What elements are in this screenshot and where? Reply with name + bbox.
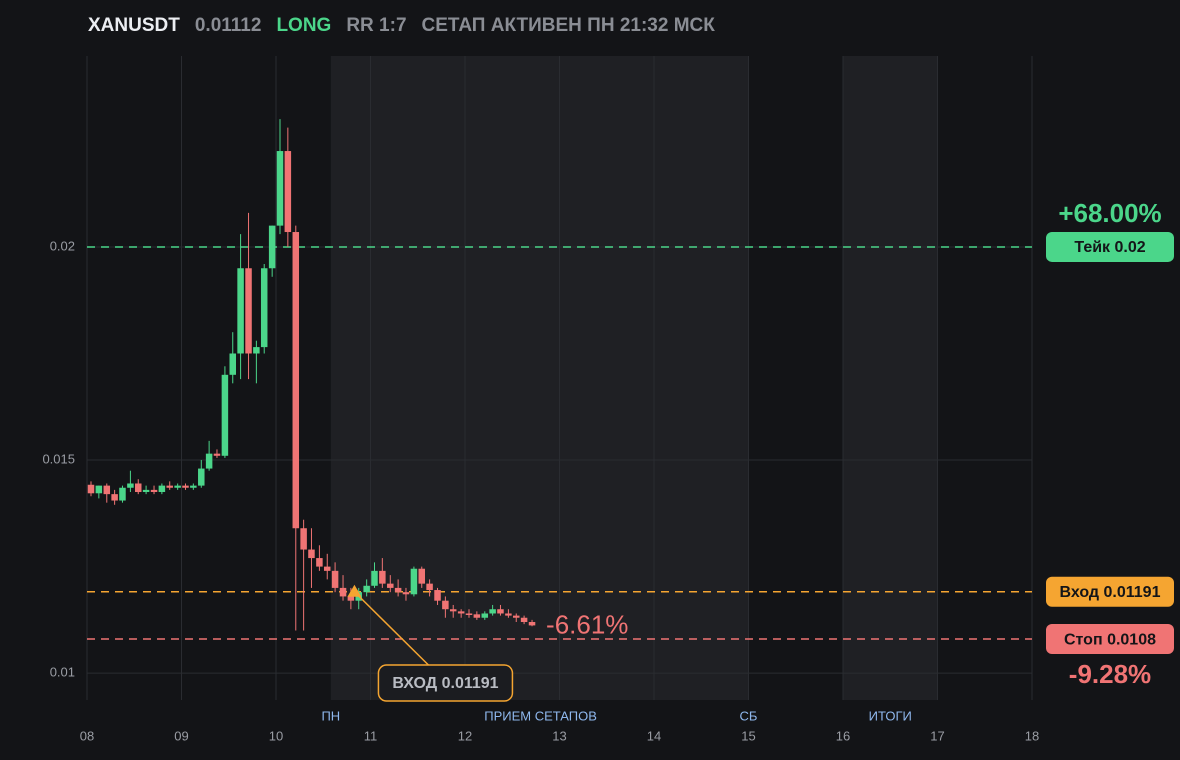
candle-body xyxy=(174,485,181,488)
session-zone xyxy=(330,56,749,700)
x-tick-label: 11 xyxy=(364,728,378,743)
candle-body xyxy=(387,583,394,588)
candle-body xyxy=(442,600,449,610)
candle-body xyxy=(237,268,244,354)
candle-body xyxy=(528,622,536,626)
zone-label: ПН xyxy=(321,708,340,723)
x-tick-label: 18 xyxy=(1025,728,1039,743)
candle-body xyxy=(324,566,331,571)
candle-body xyxy=(205,453,213,469)
candle-body xyxy=(245,268,252,354)
level-label: Вход 0.01191 xyxy=(1060,584,1161,601)
candle-body xyxy=(182,485,189,488)
candle-body xyxy=(473,614,481,618)
zone-label: СБ xyxy=(740,708,758,723)
candle-body xyxy=(268,225,276,269)
y-tick-label: 0.01 xyxy=(50,665,75,680)
candle-body xyxy=(489,609,496,614)
candle-body xyxy=(371,570,378,586)
candle-body xyxy=(198,468,205,486)
x-tick-label: 17 xyxy=(930,728,944,743)
price: 0.01112 xyxy=(194,15,262,36)
candle-body xyxy=(434,590,441,601)
candle-body xyxy=(379,570,386,584)
symbol: XANUSDT xyxy=(88,15,180,36)
candle-body xyxy=(142,489,150,493)
candle-body xyxy=(284,151,292,233)
candle-body xyxy=(520,617,528,623)
candle-body xyxy=(449,609,457,612)
candle-body xyxy=(103,485,111,495)
zone-label: ПРИЕМ СЕТАПОВ xyxy=(484,708,597,723)
session-zone xyxy=(843,56,938,700)
candle-body xyxy=(135,483,142,493)
last-change: -6.61% xyxy=(546,609,628,639)
candle-body xyxy=(347,596,355,601)
level-label-box xyxy=(1046,624,1174,655)
y-tick-label: 0.015 xyxy=(42,451,75,466)
side: LONG xyxy=(276,15,332,36)
candle-body xyxy=(166,485,173,488)
zone-label: ИТОГИ xyxy=(869,708,912,723)
candle-body xyxy=(300,528,307,550)
level-change: -9.28% xyxy=(1069,659,1151,689)
candle-body xyxy=(221,374,229,456)
candle-body xyxy=(316,558,323,567)
x-tick-label: 14 xyxy=(647,728,661,743)
candle-body xyxy=(111,494,118,501)
candle-body xyxy=(308,549,315,559)
status: СЕТАП АКТИВЕН ПН 21:32 МСК xyxy=(421,15,715,36)
candle-body xyxy=(276,151,284,226)
risk-reward: RR 1:7 xyxy=(346,15,407,36)
candle-body xyxy=(497,609,504,614)
candle-body xyxy=(213,453,221,456)
x-tick-label: 13 xyxy=(552,728,566,743)
entry-callout-label: ВХОД 0.01191 xyxy=(392,675,498,692)
candle-body xyxy=(426,583,433,591)
candle-body xyxy=(339,587,347,597)
level-label: Стоп 0.0108 xyxy=(1064,631,1156,648)
candle-body xyxy=(331,570,339,588)
y-tick-label: 0.02 xyxy=(50,238,75,253)
entry-connector xyxy=(353,591,429,666)
candle-body xyxy=(260,268,268,348)
entry-marker xyxy=(347,584,362,597)
candle-body xyxy=(513,615,520,618)
candle-body xyxy=(457,611,465,614)
candle-body xyxy=(394,587,402,593)
candle-body xyxy=(481,613,489,618)
candle-body xyxy=(418,568,425,584)
level-label-box xyxy=(1046,576,1174,607)
header: XANUSDT 0.01112 LONG RR 1:7 СЕТАП АКТИВЕ… xyxy=(88,15,715,37)
candle-body xyxy=(119,487,126,501)
candle-body xyxy=(253,347,260,354)
candle-body xyxy=(505,613,512,616)
x-tick-label: 16 xyxy=(836,728,850,743)
level-change: +68.00% xyxy=(1058,198,1161,228)
candle-body xyxy=(87,484,95,494)
x-tick-label: 15 xyxy=(741,728,755,743)
candle-body xyxy=(150,489,158,493)
candle-body xyxy=(410,568,418,595)
x-tick-label: 12 xyxy=(458,728,472,743)
candle-body xyxy=(229,353,236,375)
entry-callout-box xyxy=(377,664,514,702)
candle-body xyxy=(127,483,134,488)
x-tick-label: 10 xyxy=(269,728,283,743)
candle-body xyxy=(158,485,166,493)
level-label-box xyxy=(1046,231,1174,262)
candle-body xyxy=(190,485,197,488)
candle-body xyxy=(402,592,410,595)
candle-body xyxy=(363,585,370,593)
candle-body xyxy=(95,485,103,494)
x-tick-label: 08 xyxy=(80,728,94,743)
candle-body xyxy=(292,232,300,529)
level-label: Тейк 0.02 xyxy=(1074,239,1145,256)
x-tick-label: 09 xyxy=(174,728,188,743)
candle-body xyxy=(465,613,473,615)
